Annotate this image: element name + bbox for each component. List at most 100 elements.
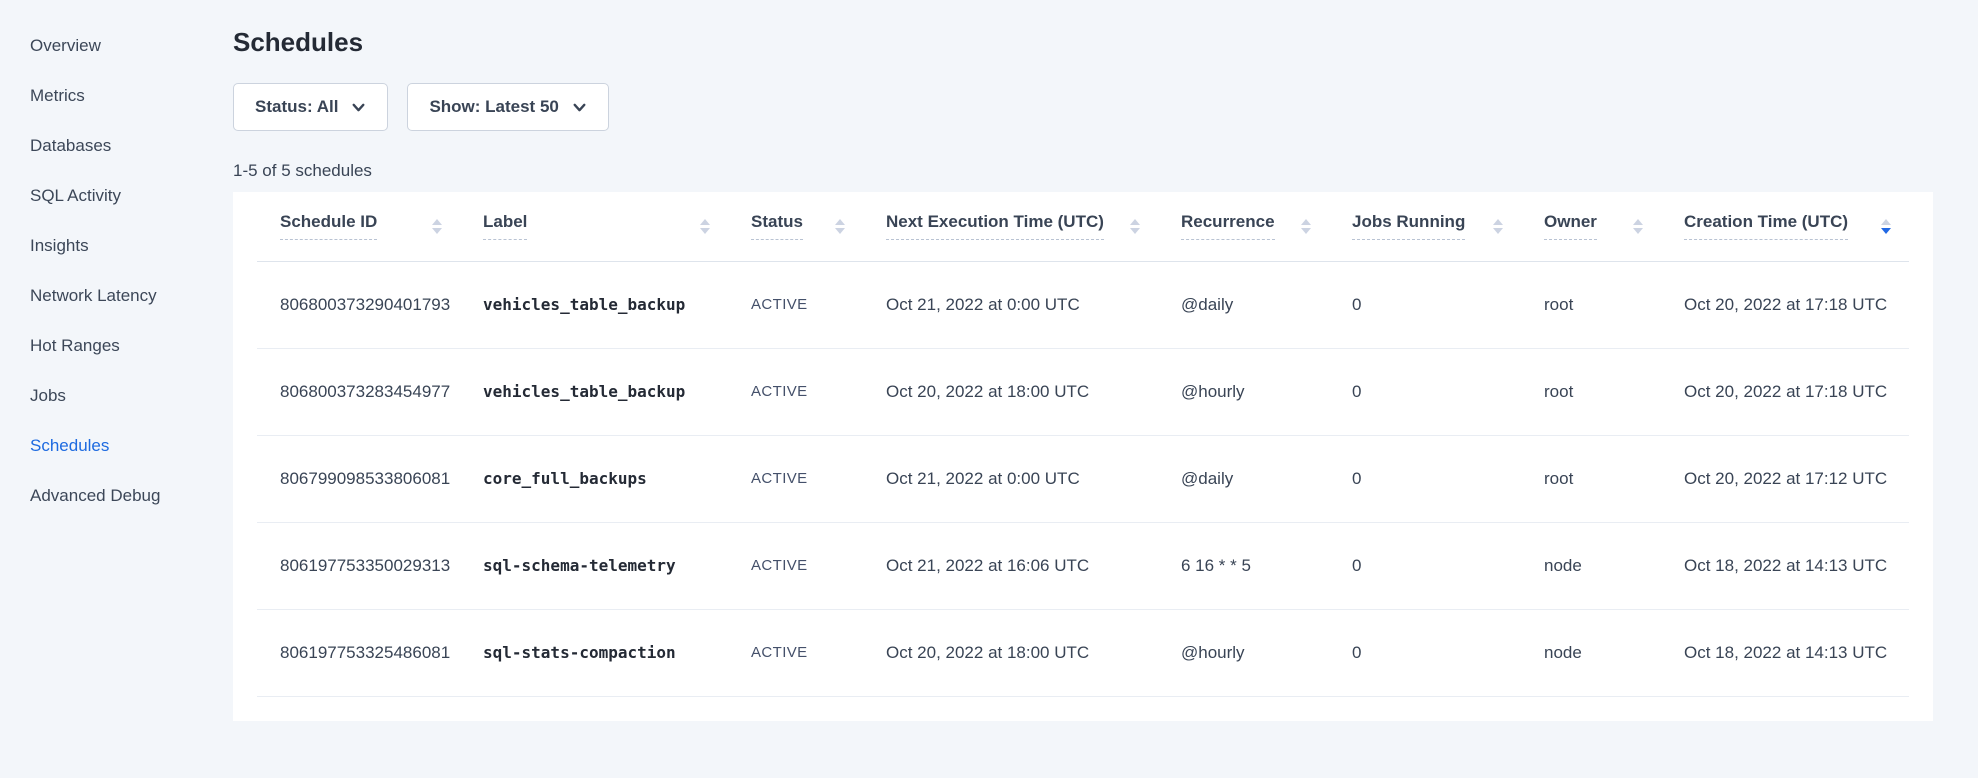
cell-owner: node (1521, 522, 1661, 610)
table-row: 806800373283454977 vehicles_table_backup… (257, 348, 1909, 436)
cell-schedule-id: 806197753325486081 (257, 609, 460, 697)
show-filter-dropdown[interactable]: Show: Latest 50 (407, 83, 609, 131)
cell-creation-time: Oct 20, 2022 at 17:18 UTC (1661, 348, 1909, 436)
cell-recurrence: 6 16 * * 5 (1158, 522, 1329, 610)
sidebar-item-overview[interactable]: Overview (30, 36, 101, 55)
sort-desc-arrow (1301, 227, 1311, 234)
cell-owner: root (1521, 435, 1661, 523)
show-filter-label: Show: Latest 50 (429, 97, 559, 116)
cell-schedule-id: 806799098533806081 (257, 435, 460, 523)
cell-schedule-id: 806800373283454977 (257, 348, 460, 436)
cell-next-execution: Oct 20, 2022 at 18:00 UTC (863, 348, 1158, 436)
cell-owner: node (1521, 609, 1661, 697)
sidebar-item-network-latency[interactable]: Network Latency (30, 286, 157, 305)
cell-jobs-running: 0 (1329, 261, 1521, 349)
main-content: Schedules Status: All Show: Latest 50 1-… (233, 0, 1978, 778)
cell-status: ACTIVE (728, 348, 863, 436)
cell-schedule-id: 806800373290401793 (257, 261, 460, 349)
column-header-recurrence[interactable]: Recurrence (1158, 192, 1329, 262)
sort-desc-arrow (1130, 227, 1140, 234)
column-header-owner[interactable]: Owner (1521, 192, 1661, 262)
column-header-jobs-running[interactable]: Jobs Running (1329, 192, 1521, 262)
sort-desc-arrow (1633, 227, 1643, 234)
sort-icon[interactable] (835, 218, 845, 234)
sort-asc-arrow (835, 218, 845, 225)
results-count: 1-5 of 5 schedules (233, 161, 372, 180)
sidebar-item-sql-activity[interactable]: SQL Activity (30, 186, 122, 205)
sort-desc-arrow (835, 227, 845, 234)
cell-recurrence: @hourly (1158, 609, 1329, 697)
cell-label: vehicles_table_backup (460, 261, 728, 349)
sort-asc-arrow (1493, 218, 1503, 225)
sort-icon[interactable] (700, 218, 710, 234)
cell-status: ACTIVE (728, 522, 863, 610)
cell-creation-time: Oct 20, 2022 at 17:12 UTC (1661, 435, 1909, 523)
sort-icon[interactable] (1633, 218, 1643, 234)
column-header-label[interactable]: Label (460, 192, 728, 262)
cell-label: sql-stats-compaction (460, 609, 728, 697)
cell-owner: root (1521, 261, 1661, 349)
sidebar-item-databases[interactable]: Databases (30, 136, 112, 155)
sidebar-item-schedules[interactable]: Schedules (30, 436, 110, 455)
column-label[interactable]: Status (751, 212, 803, 241)
sort-asc-arrow (1633, 218, 1643, 225)
sort-asc-arrow (1130, 218, 1140, 225)
column-header-status[interactable]: Status (728, 192, 863, 262)
cell-owner: root (1521, 348, 1661, 436)
cell-creation-time: Oct 18, 2022 at 14:13 UTC (1661, 609, 1909, 697)
table-row: 806799098533806081 core_full_backups ACT… (257, 435, 1909, 523)
sort-desc-arrow (432, 227, 442, 234)
cell-label: sql-schema-telemetry (460, 522, 728, 610)
cell-next-execution: Oct 21, 2022 at 0:00 UTC (863, 435, 1158, 523)
sidebar: Overview Metrics Databases SQL Activity … (0, 0, 233, 778)
sidebar-item-hot-ranges[interactable]: Hot Ranges (30, 336, 120, 355)
cell-status: ACTIVE (728, 609, 863, 697)
cell-next-execution: Oct 20, 2022 at 18:00 UTC (863, 609, 1158, 697)
filters-bar: Status: All Show: Latest 50 (233, 83, 1933, 131)
cell-status: ACTIVE (728, 435, 863, 523)
cell-label: vehicles_table_backup (460, 348, 728, 436)
sidebar-item-jobs[interactable]: Jobs (30, 386, 66, 405)
sort-icon[interactable] (1130, 218, 1140, 234)
column-label[interactable]: Recurrence (1181, 212, 1275, 241)
column-label[interactable]: Owner (1544, 212, 1597, 241)
column-label[interactable]: Creation Time (UTC) (1684, 212, 1849, 241)
cell-schedule-id: 806197753350029313 (257, 522, 460, 610)
sort-desc-arrow (1881, 227, 1891, 234)
cell-creation-time: Oct 20, 2022 at 17:18 UTC (1661, 261, 1909, 349)
sort-asc-arrow (432, 218, 442, 225)
sort-asc-arrow (1301, 218, 1311, 225)
cell-next-execution: Oct 21, 2022 at 16:06 UTC (863, 522, 1158, 610)
column-header-next-execution-time[interactable]: Next Execution Time (UTC) (863, 192, 1158, 262)
sort-asc-arrow (700, 218, 710, 225)
cell-recurrence: @daily (1158, 261, 1329, 349)
status-filter-dropdown[interactable]: Status: All (233, 83, 389, 131)
column-header-creation-time[interactable]: Creation Time (UTC) (1661, 192, 1909, 262)
table-row: 806197753325486081 sql-stats-compaction … (257, 609, 1909, 697)
column-label[interactable]: Next Execution Time (UTC) (886, 212, 1104, 241)
sidebar-item-advanced-debug[interactable]: Advanced Debug (30, 486, 161, 505)
page-title: Schedules (233, 27, 364, 57)
column-label[interactable]: Label (483, 212, 528, 241)
sort-asc-arrow (1881, 218, 1891, 225)
column-label[interactable]: Jobs Running (1352, 212, 1466, 241)
sidebar-item-metrics[interactable]: Metrics (30, 86, 85, 105)
cell-recurrence: @daily (1158, 435, 1329, 523)
status-filter-label: Status: All (255, 97, 339, 116)
table-row: 806197753350029313 sql-schema-telemetry … (257, 522, 1909, 610)
sidebar-item-insights[interactable]: Insights (30, 236, 89, 255)
schedules-table: Schedule ID Label Status Next Execution … (257, 192, 1909, 697)
table-row: 806800373290401793 vehicles_table_backup… (257, 261, 1909, 349)
sort-icon[interactable] (432, 218, 442, 234)
cell-creation-time: Oct 18, 2022 at 14:13 UTC (1661, 522, 1909, 610)
schedules-table-card: Schedule ID Label Status Next Execution … (233, 192, 1933, 721)
chevron-down-icon (351, 100, 366, 115)
sort-icon[interactable] (1493, 218, 1503, 234)
table-header-row: Schedule ID Label Status Next Execution … (257, 192, 1909, 262)
sort-icon[interactable] (1301, 218, 1311, 234)
column-header-schedule-id[interactable]: Schedule ID (257, 192, 460, 262)
sort-icon[interactable] (1881, 218, 1891, 234)
cell-jobs-running: 0 (1329, 435, 1521, 523)
column-label[interactable]: Schedule ID (280, 212, 378, 241)
